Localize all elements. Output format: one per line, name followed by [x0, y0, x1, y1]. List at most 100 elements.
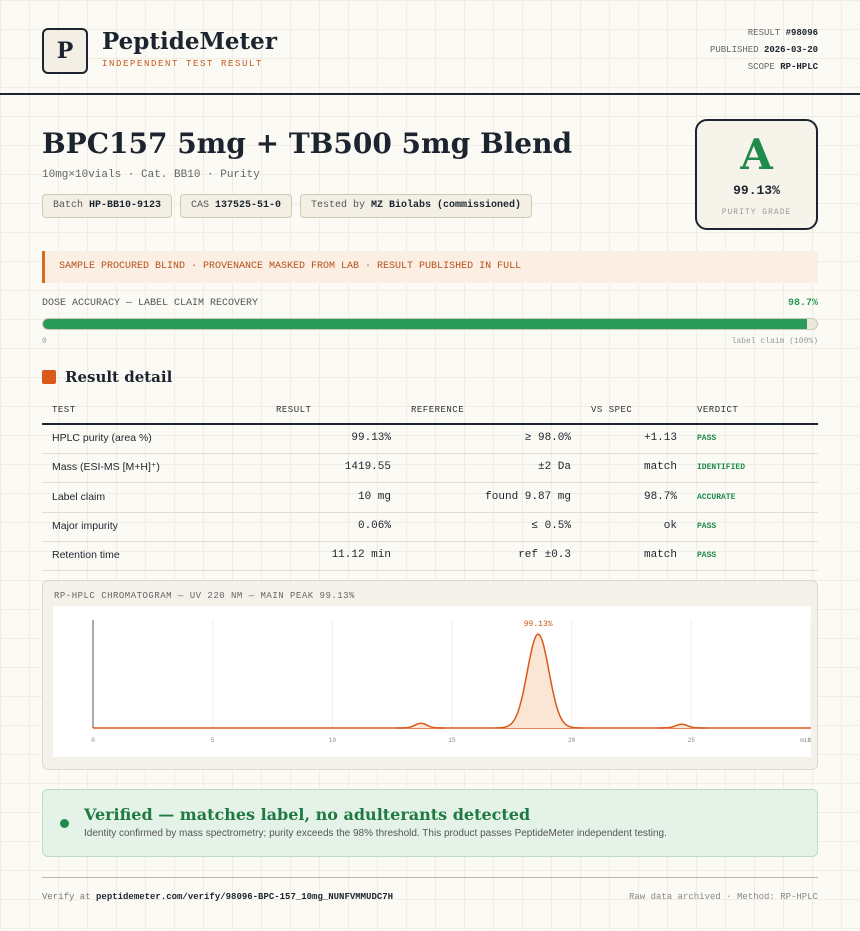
table-cell: Major impurity	[52, 519, 118, 532]
dose-min: 0	[42, 337, 47, 346]
table-cell: 1419.55	[344, 461, 391, 474]
table-cell: match	[643, 549, 677, 562]
table-cell: HPLC purity (area %)	[52, 432, 152, 444]
row-divider	[42, 570, 818, 572]
meta-label: PUBLISHED	[709, 45, 759, 55]
x-tick-label: 15	[448, 737, 456, 744]
meta-label: SCOPE	[747, 62, 775, 72]
table-cell: Label claim	[52, 490, 106, 503]
verified-dot	[60, 819, 69, 828]
meta-row: RESULT #98096	[748, 28, 818, 38]
chip-value: HP-BB10-9123	[89, 200, 162, 211]
table-header: VERDICT	[697, 405, 739, 415]
section-title: Result detail	[65, 368, 173, 386]
dose-label: DOSE ACCURACY — LABEL CLAIM RECOVERY	[42, 298, 259, 309]
x-tick-label: 30	[807, 737, 811, 744]
meta-value: RP-HPLC	[780, 62, 818, 72]
x-tick-label: 10	[329, 737, 337, 744]
verified-box	[42, 789, 818, 857]
peak-area	[495, 634, 582, 728]
notice: SAMPLE PROCURED BLIND · PROVENANCE MASKE…	[42, 251, 818, 283]
row-divider	[42, 482, 818, 484]
table-cell: found 9.87 mg	[485, 490, 571, 503]
table-cell: ref ±0.3	[518, 549, 571, 562]
divider	[0, 93, 860, 95]
footer-right: Raw data archived · Method: RP-HPLC	[628, 892, 818, 902]
verified-title: Verified — matches label, no adulterants…	[84, 805, 531, 824]
chip: Tested by MZ Biolabs (commissioned)	[300, 194, 533, 218]
dose-value: 98.7%	[787, 298, 818, 309]
logo: P	[42, 28, 88, 74]
chip: CAS 137525-51-0	[180, 194, 293, 218]
chip-value: MZ Biolabs (commissioned)	[371, 200, 522, 211]
product-title: BPC157 5mg + TB500 5mg Blend	[42, 127, 573, 160]
table-header: RESULT	[276, 405, 312, 415]
table-cell: ok	[663, 519, 677, 532]
table-cell: 10 mg	[357, 490, 391, 503]
table-header: TEST	[52, 405, 76, 415]
meta-row: SCOPE RP-HPLC	[748, 62, 818, 72]
table-cell: ≤ 0.5%	[531, 519, 571, 532]
table-header-line	[42, 423, 818, 425]
grade-letter: A	[740, 130, 773, 179]
table-cell: Mass (ESI-MS [M+H]⁺)	[52, 461, 160, 474]
footer-line	[42, 877, 818, 878]
table-cell: 98.7%	[643, 490, 677, 503]
dose-track	[42, 318, 818, 330]
table-cell: 11.12 min	[331, 549, 391, 562]
table-header: REFERENCE	[411, 405, 465, 415]
chromatogram: 0 5 10 15 20 25 30min 99.13%	[53, 606, 811, 757]
chip-label: CAS	[191, 200, 210, 211]
verdict: ACCURATE	[697, 492, 736, 502]
meta-value: 2026-03-20	[763, 45, 818, 55]
meta-value: #98096	[785, 28, 818, 38]
table-cell: Retention time	[52, 549, 120, 562]
table-cell: ±2 Da	[537, 461, 571, 474]
row-divider	[42, 540, 818, 542]
table-cell: +1.13	[643, 432, 677, 444]
section-icon	[42, 370, 56, 384]
peak	[657, 723, 706, 729]
table-header: VS SPEC	[591, 405, 633, 415]
product-subtitle: 10mg×10vials · Cat. BB10 · Purity	[42, 169, 260, 181]
dose-bar	[43, 319, 807, 329]
footer-url[interactable]: peptidemeter.com/verify/98096-BPC-157_10…	[96, 892, 394, 902]
table-cell: 99.13%	[351, 432, 391, 444]
row-divider	[42, 511, 818, 513]
peak-label: 99.13%	[524, 620, 553, 629]
tagline: INDEPENDENT TEST RESULT	[102, 59, 264, 69]
verdict: IDENTIFIED	[697, 463, 746, 473]
table-cell: ≥ 98.0%	[524, 432, 571, 444]
verdict: PASS	[697, 434, 717, 443]
chip-label: Batch	[53, 200, 84, 211]
verified-text: Identity confirmed by mass spectrometry;…	[84, 828, 667, 839]
brand: PeptideMeter	[102, 28, 277, 55]
grade-value: 99.13%	[733, 183, 780, 198]
meta-row: PUBLISHED 2026-03-20	[710, 45, 818, 55]
peak	[495, 633, 582, 729]
table-cell: 0.06%	[357, 519, 391, 532]
peak-area	[397, 723, 445, 728]
grade-box: A 99.13% PURITY GRADE	[695, 119, 818, 230]
row-divider	[42, 453, 818, 454]
table-cell: match	[643, 461, 677, 474]
footer-verify-label: Verify at	[42, 892, 91, 902]
chromatogram-title: RP-HPLC CHROMATOGRAM — UV 220 NM — MAIN …	[54, 591, 355, 601]
x-tick-label: 5	[211, 737, 215, 744]
peak	[397, 722, 445, 729]
x-unit: min	[800, 737, 811, 744]
x-tick-label: 25	[688, 737, 696, 744]
chip-label: Tested by	[311, 200, 366, 211]
peak-area	[657, 724, 706, 728]
grade-label: PURITY GRADE	[721, 208, 792, 217]
verdict: PASS	[697, 521, 717, 531]
x-tick-label: 0	[91, 737, 95, 744]
chip-value: 137525-51-0	[215, 200, 282, 211]
chip: Batch HP-BB10-9123	[42, 194, 173, 218]
x-tick-label: 20	[568, 737, 576, 744]
verdict: PASS	[697, 551, 717, 561]
footer-verify: Verify at peptidemeter.com/verify/98096-…	[42, 892, 393, 902]
dose-max: label claim (100%)	[731, 337, 818, 346]
meta-label: RESULT	[747, 28, 781, 38]
